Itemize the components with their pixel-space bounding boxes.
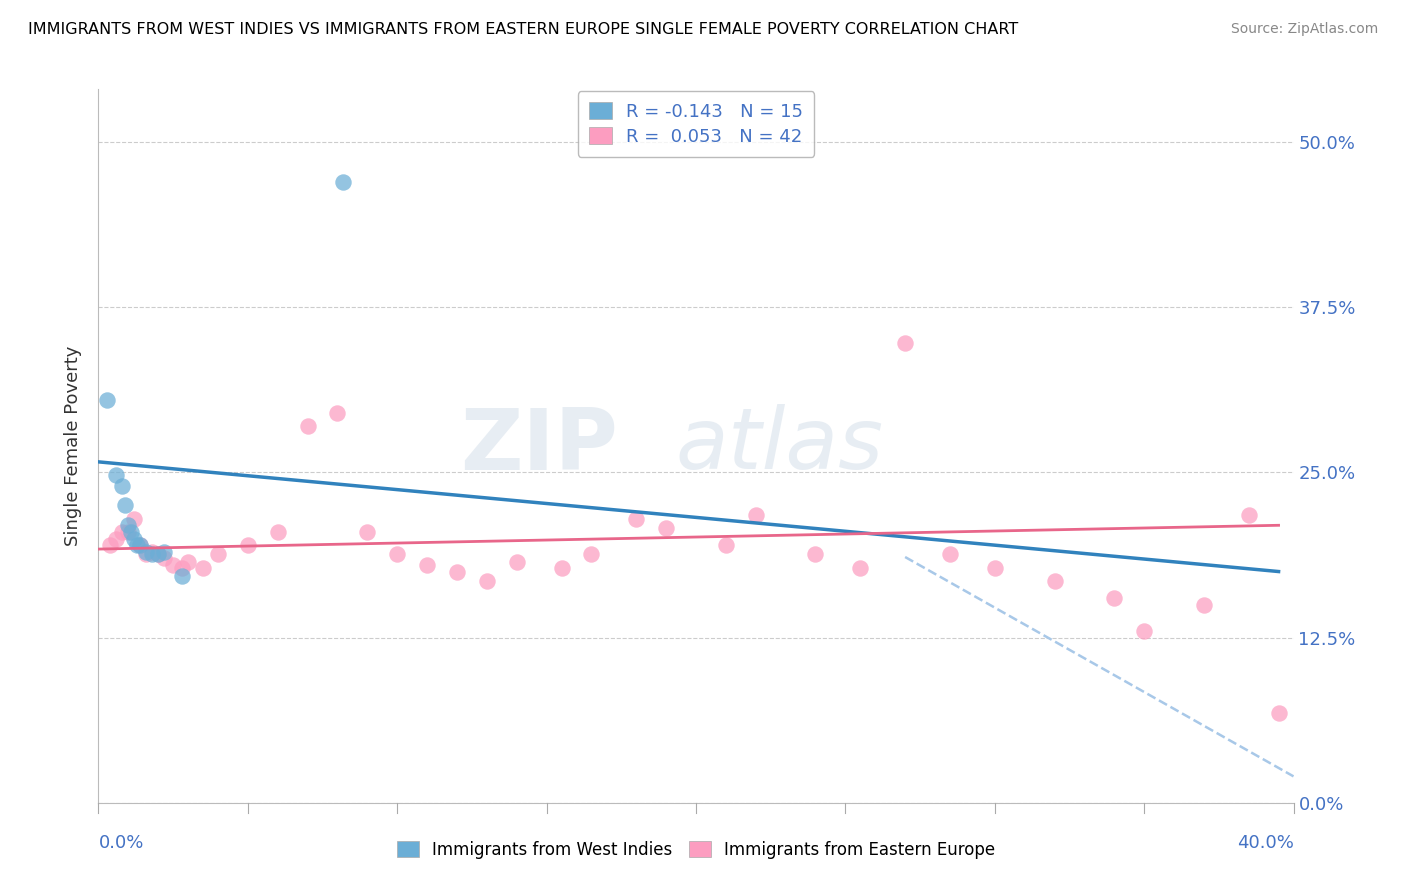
Point — [939, 547, 962, 561]
Point — [153, 545, 176, 559]
Point — [506, 555, 529, 569]
Point — [475, 574, 498, 588]
Point — [1043, 574, 1066, 588]
Point — [148, 547, 170, 561]
Point — [1104, 591, 1126, 605]
Point — [96, 392, 118, 407]
Point — [849, 560, 872, 574]
Point — [984, 560, 1007, 574]
Y-axis label: Single Female Poverty: Single Female Poverty — [65, 346, 83, 546]
Point — [129, 538, 152, 552]
Point — [385, 547, 409, 561]
Legend: Immigrants from West Indies, Immigrants from Eastern Europe: Immigrants from West Indies, Immigrants … — [391, 835, 1001, 866]
Point — [114, 499, 136, 513]
Point — [550, 560, 572, 574]
Point — [111, 524, 134, 539]
Point — [135, 547, 157, 561]
Point — [446, 565, 468, 579]
Text: 0.0%: 0.0% — [98, 834, 143, 852]
Point — [117, 524, 139, 539]
Point — [191, 560, 214, 574]
Text: ZIP: ZIP — [461, 404, 619, 488]
Point — [111, 478, 134, 492]
Point — [1133, 624, 1156, 638]
Point — [267, 524, 290, 539]
Point — [332, 175, 354, 189]
Point — [177, 555, 200, 569]
Point — [745, 508, 768, 522]
Text: IMMIGRANTS FROM WEST INDIES VS IMMIGRANTS FROM EASTERN EUROPE SINGLE FEMALE POVE: IMMIGRANTS FROM WEST INDIES VS IMMIGRANT… — [28, 22, 1018, 37]
Point — [326, 406, 349, 420]
Point — [1267, 706, 1289, 720]
Point — [1192, 598, 1215, 612]
Point — [297, 419, 319, 434]
Point — [124, 532, 146, 546]
Text: Source: ZipAtlas.com: Source: ZipAtlas.com — [1230, 22, 1378, 37]
Text: atlas: atlas — [676, 404, 883, 488]
Point — [105, 468, 128, 483]
Point — [148, 547, 170, 561]
Point — [100, 538, 122, 552]
Point — [141, 545, 163, 559]
Point — [162, 558, 184, 572]
Point — [135, 545, 157, 559]
Point — [207, 547, 229, 561]
Point — [655, 521, 678, 535]
Point — [714, 538, 737, 552]
Point — [626, 511, 648, 525]
Point — [127, 538, 149, 552]
Point — [117, 518, 139, 533]
Point — [172, 560, 194, 574]
Point — [120, 524, 142, 539]
Point — [105, 532, 128, 546]
Point — [172, 568, 194, 582]
Point — [153, 551, 176, 566]
Point — [581, 547, 603, 561]
Point — [236, 538, 259, 552]
Point — [1237, 508, 1260, 522]
Point — [894, 335, 917, 350]
Text: 40.0%: 40.0% — [1237, 834, 1294, 852]
Point — [124, 511, 146, 525]
Point — [416, 558, 439, 572]
Point — [129, 538, 152, 552]
Point — [804, 547, 827, 561]
Point — [141, 547, 163, 561]
Point — [356, 524, 378, 539]
